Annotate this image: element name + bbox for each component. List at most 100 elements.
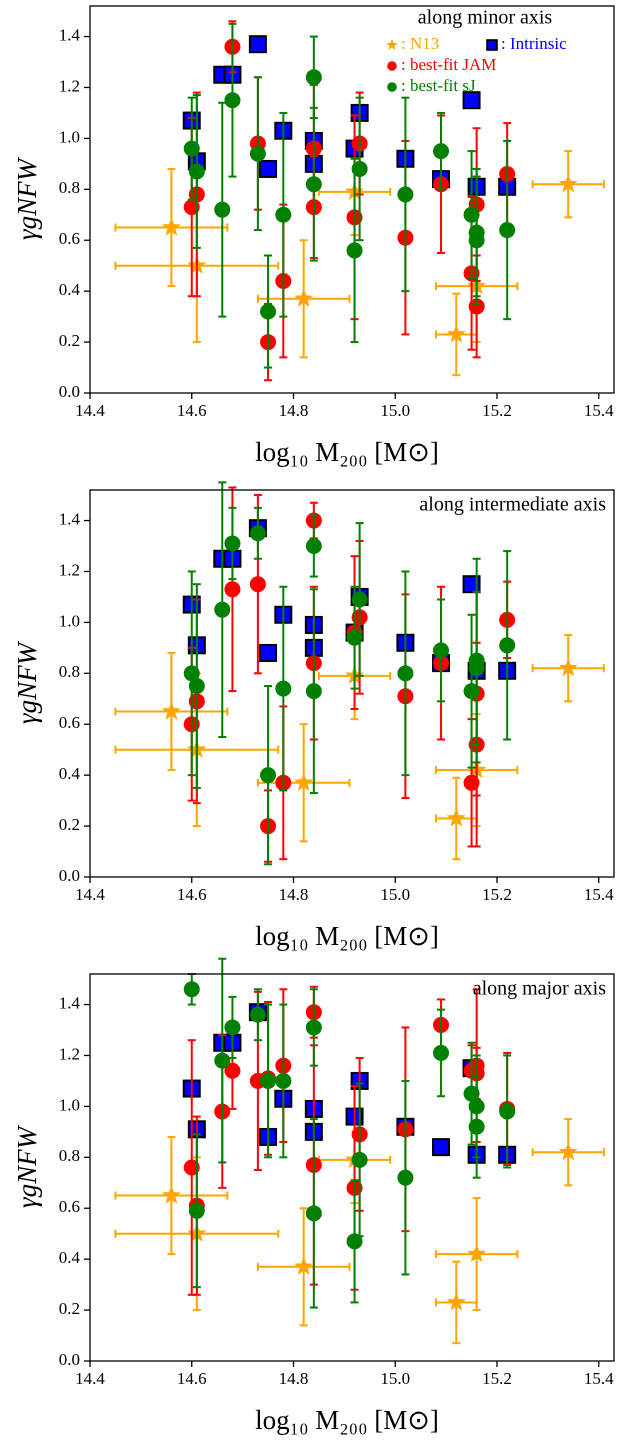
legend-marker xyxy=(386,39,398,50)
x-tick-label: 14.6 xyxy=(177,1369,207,1388)
x-tick-label: 15.2 xyxy=(482,1369,512,1388)
star-marker xyxy=(446,808,466,827)
x-tick-label: 15.2 xyxy=(482,885,512,904)
y-tick-label: 0.8 xyxy=(59,178,80,197)
y-tick-label: 1.2 xyxy=(59,1044,80,1063)
circle-marker xyxy=(188,163,205,180)
panel: 14.4 14.6 14.8 15.0 15.2 15.4 0.0 0.2 0.4 0.6 0.8 1… xyxy=(12,5,615,467)
plot-frame xyxy=(89,489,615,878)
circle-marker xyxy=(188,678,205,695)
y-tick-label: 0.4 xyxy=(59,1248,81,1267)
circle-marker xyxy=(499,1103,516,1120)
circle-marker xyxy=(224,92,241,109)
circle-marker xyxy=(305,1205,322,1222)
y-tick-label: 1.4 xyxy=(59,25,81,44)
circle-marker xyxy=(346,242,363,259)
circle-marker xyxy=(260,1072,277,1089)
circle-marker xyxy=(397,1169,414,1186)
circle-marker xyxy=(260,303,277,320)
x-tick-label: 14.8 xyxy=(279,401,309,420)
circle-marker xyxy=(249,576,266,593)
circle-marker xyxy=(249,525,266,542)
panel: 14.4 14.6 14.8 15.0 15.2 15.4 0.0 0.2 0.4 0.6 0.8 1… xyxy=(12,957,615,1435)
circle-marker xyxy=(351,591,368,608)
square-marker xyxy=(462,91,481,110)
circle-marker xyxy=(463,206,480,223)
circle-marker xyxy=(468,232,485,249)
circle-marker xyxy=(463,774,480,791)
square-marker xyxy=(432,1138,451,1157)
star-marker xyxy=(294,772,314,791)
square-marker xyxy=(248,35,267,54)
y-tick-label: 1.2 xyxy=(59,76,80,95)
circle-marker xyxy=(183,665,200,682)
circle-marker xyxy=(351,160,368,177)
y-tick-label: 0.0 xyxy=(59,866,80,885)
circle-marker xyxy=(275,1072,292,1089)
circle-marker xyxy=(463,683,480,700)
plot-frame xyxy=(89,5,615,394)
x-axis-label: log₁₀ M₂₀₀ [M⊙] xyxy=(255,437,439,467)
circle-marker xyxy=(346,629,363,646)
star-marker xyxy=(161,1185,181,1204)
circle-marker xyxy=(305,1019,322,1036)
circle-marker xyxy=(433,143,450,160)
circle-marker xyxy=(275,206,292,223)
circle-marker xyxy=(468,298,485,315)
x-tick-label: 15.2 xyxy=(482,401,512,420)
legend-marker xyxy=(387,61,397,71)
circle-marker xyxy=(183,199,200,216)
x-tick-label: 15.0 xyxy=(380,401,410,420)
circle-marker xyxy=(346,1233,363,1250)
star-marker xyxy=(558,174,578,193)
y-tick-label: 1.2 xyxy=(59,560,80,579)
circle-marker xyxy=(305,176,322,193)
circle-marker xyxy=(305,683,322,700)
panel-annotation: along minor axis xyxy=(418,7,553,29)
x-tick-label: 15.4 xyxy=(584,401,614,420)
y-tick-label: 1.4 xyxy=(59,993,81,1012)
y-tick-label: 0.2 xyxy=(59,815,80,834)
square-marker xyxy=(462,575,481,594)
legend-marker xyxy=(486,39,498,51)
legend-label: : best-fit JAM xyxy=(401,55,496,74)
circle-marker xyxy=(463,1085,480,1102)
circle-marker xyxy=(499,222,516,239)
circle-marker xyxy=(214,601,231,618)
square-marker xyxy=(259,643,278,662)
circle-marker xyxy=(249,145,266,162)
y-tick-label: 1.0 xyxy=(59,611,80,630)
x-tick-label: 14.8 xyxy=(279,885,309,904)
x-axis-label: log₁₀ M₂₀₀ [M⊙] xyxy=(255,1405,439,1435)
square-marker xyxy=(259,159,278,178)
legend-label: : N13 xyxy=(401,34,439,53)
x-tick-label: 15.0 xyxy=(380,1369,410,1388)
circle-marker xyxy=(397,186,414,203)
y-tick-label: 0.0 xyxy=(59,382,80,401)
circle-marker xyxy=(468,1118,485,1135)
y-tick-label: 1.0 xyxy=(59,1095,80,1114)
star-marker xyxy=(446,1292,466,1311)
legend-label: : Intrinsic xyxy=(501,34,567,53)
circle-marker xyxy=(260,767,277,784)
y-tick-label: 0.8 xyxy=(59,662,80,681)
y-tick-label: 0.6 xyxy=(59,713,80,732)
circle-marker xyxy=(183,981,200,998)
y-tick-label: 1.4 xyxy=(59,509,81,528)
circle-marker xyxy=(305,538,322,555)
y-tick-label: 0.6 xyxy=(59,1197,80,1216)
circle-marker xyxy=(214,201,231,218)
star-marker xyxy=(294,288,314,307)
x-tick-label: 14.8 xyxy=(279,1369,309,1388)
x-tick-label: 15.4 xyxy=(584,885,614,904)
star-marker xyxy=(446,324,466,343)
x-tick-label: 15.4 xyxy=(584,1369,614,1388)
circle-marker xyxy=(499,637,516,654)
star-marker xyxy=(294,1256,314,1275)
circle-marker xyxy=(188,1202,205,1219)
plot-frame xyxy=(89,973,615,1362)
panel-annotation: along intermediate axis xyxy=(419,494,606,516)
legend-marker xyxy=(387,82,397,92)
circle-marker xyxy=(468,660,485,677)
x-tick-label: 15.0 xyxy=(380,885,410,904)
